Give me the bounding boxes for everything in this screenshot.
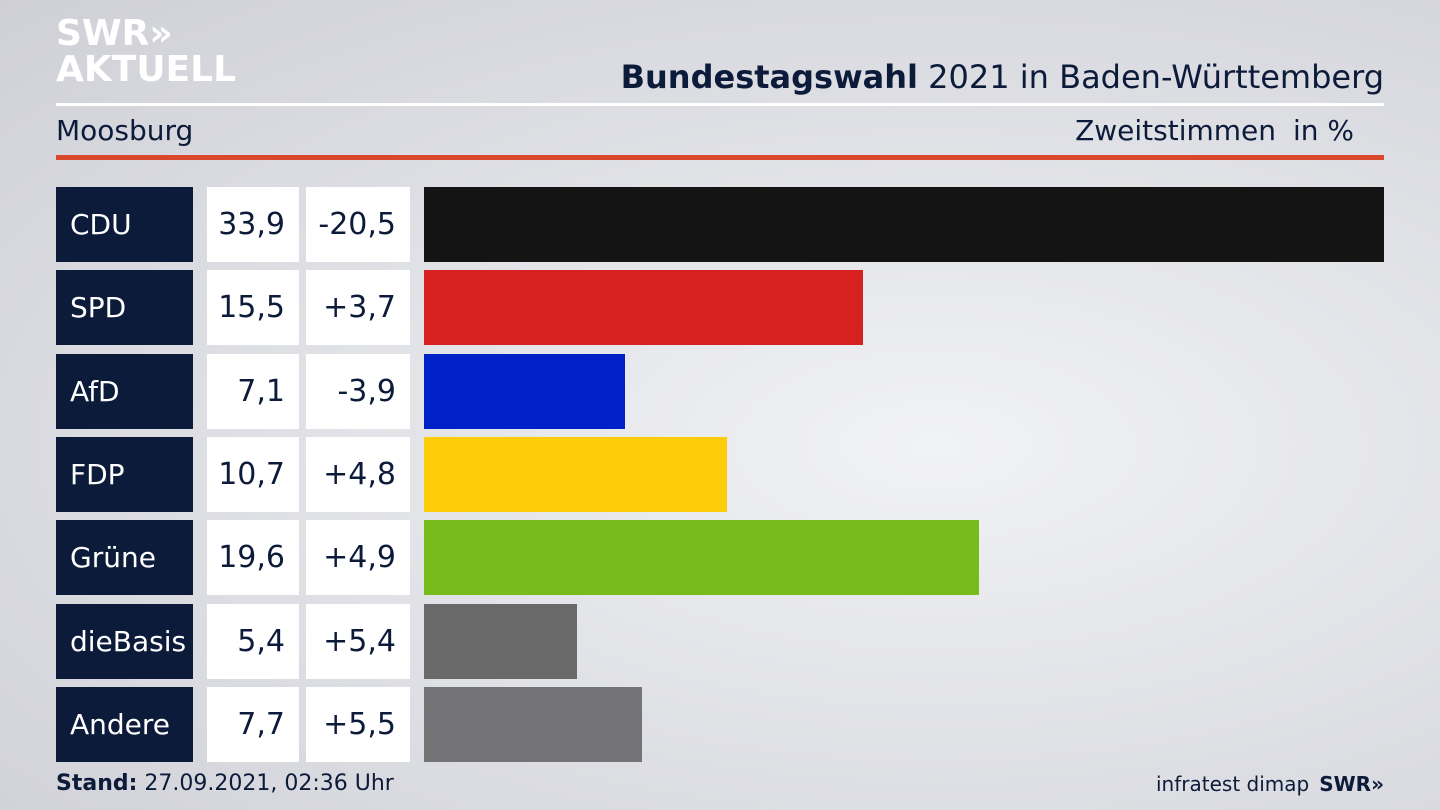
- vote-share-value: 19,6: [207, 520, 299, 595]
- swr-aktuell-logo: SWR» AKTUELL: [56, 16, 236, 88]
- party-name: Grüne: [56, 520, 193, 595]
- vote-change-value: +4,8: [306, 437, 410, 512]
- vote-change-value: -20,5: [306, 187, 410, 262]
- header-divider: [56, 103, 1384, 106]
- vote-share-value: 33,9: [207, 187, 299, 262]
- timestamp: Stand: 27.09.2021, 02:36 Uhr: [56, 771, 394, 796]
- metric-label: Zweitstimmen: [1075, 114, 1276, 147]
- vote-share-bar: [424, 604, 577, 679]
- vote-change-value: +5,5: [306, 687, 410, 762]
- party-name: FDP: [56, 437, 193, 512]
- source-label: infratest dimap: [1156, 772, 1310, 796]
- location-label: Moosburg: [56, 114, 194, 147]
- logo-line-1: SWR»: [56, 13, 173, 54]
- vote-change-value: +5,4: [306, 604, 410, 679]
- vote-change-value: +3,7: [306, 270, 410, 345]
- vote-share-bar: [424, 687, 642, 762]
- vote-share-value: 5,4: [207, 604, 299, 679]
- chart-title-bold: Bundestagswahl: [620, 58, 918, 96]
- timestamp-label: Stand:: [56, 771, 138, 796]
- vote-change-value: -3,9: [306, 354, 410, 429]
- party-name: dieBasis: [56, 604, 193, 679]
- vote-share-bar: [424, 437, 727, 512]
- party-name: CDU: [56, 187, 193, 262]
- vote-share-value: 10,7: [207, 437, 299, 512]
- party-name: AfD: [56, 354, 193, 429]
- timestamp-value: 27.09.2021, 02:36 Uhr: [137, 771, 394, 796]
- vote-share-value: 7,7: [207, 687, 299, 762]
- swr-brand-mark: SWR»: [1319, 772, 1384, 796]
- vote-share-bar: [424, 520, 979, 595]
- vote-share-value: 15,5: [207, 270, 299, 345]
- party-name: SPD: [56, 270, 193, 345]
- vote-share-bar: [424, 187, 1384, 262]
- vote-change-value: +4,9: [306, 520, 410, 595]
- source-credit: infratest dimap SWR»: [1156, 772, 1384, 796]
- chart-title-rest: 2021 in Baden-Württemberg: [917, 58, 1384, 96]
- vote-share-value: 7,1: [207, 354, 299, 429]
- chart-title: Bundestagswahl 2021 in Baden-Württemberg: [621, 58, 1384, 96]
- unit-label: in %: [1292, 114, 1354, 147]
- party-name: Andere: [56, 687, 193, 762]
- logo-line-2: AKTUELL: [56, 49, 237, 90]
- vote-share-bar: [424, 354, 625, 429]
- vote-share-bar: [424, 270, 863, 345]
- accent-divider: [56, 155, 1384, 160]
